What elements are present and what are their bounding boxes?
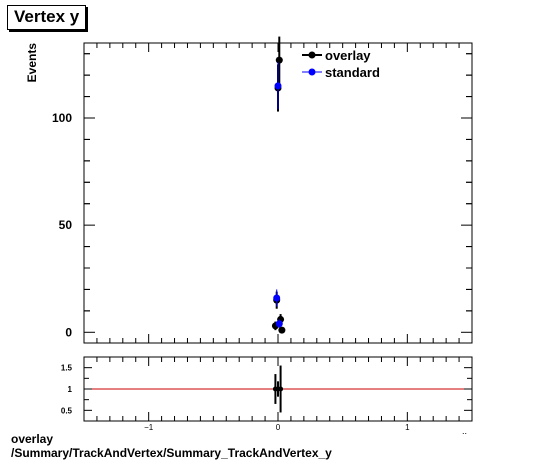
ratio-y-tick-label: 1 xyxy=(68,385,73,394)
main-x-axis xyxy=(96,43,460,343)
standard-point xyxy=(273,294,281,302)
legend-standard-marker xyxy=(308,68,316,76)
ratio-y-tick-label: 1.5 xyxy=(61,364,73,373)
ratio-data-points xyxy=(272,365,284,413)
legend-overlay-label: overlay xyxy=(325,48,371,63)
overlay-point xyxy=(275,56,283,64)
x-tick-label: 1 xyxy=(405,423,410,432)
legend-standard-label: standard xyxy=(325,65,380,80)
footer-label: overlay xyxy=(11,432,54,446)
x-tick-label: 0 xyxy=(276,423,281,432)
main-panel: 0 50 100 Events overlay standard xyxy=(25,36,473,344)
chart-title: Vertex y xyxy=(7,5,87,30)
standard-point xyxy=(274,82,282,90)
legend-overlay-marker xyxy=(308,51,316,59)
y-tick-label: 50 xyxy=(59,218,73,232)
y-axis-label: Events xyxy=(25,43,39,83)
ratio-y-tick-label: 0.5 xyxy=(61,406,73,415)
x-tick-label: −1 xyxy=(144,423,154,432)
y-tick-label: 0 xyxy=(65,325,72,339)
footer-path: /Summary/TrackAndVertex/Summary_TrackAnd… xyxy=(11,446,332,460)
standard-point xyxy=(275,320,283,328)
ratio-y-axis: 0.5 1 1.5 xyxy=(61,364,472,415)
ratio-x-axis: −1 0 1 xyxy=(96,357,460,432)
main-data-points xyxy=(271,36,286,334)
ratio-panel: 0.5 1 1.5 −1 0 1 .. xyxy=(61,356,473,436)
main-y-axis: 0 50 100 xyxy=(52,53,472,339)
y-tick-label: 100 xyxy=(52,111,72,125)
legend: overlay standard xyxy=(302,48,380,80)
ratio-point xyxy=(278,386,284,392)
x-axis-corner-mark: .. xyxy=(462,426,467,436)
overlay-point xyxy=(278,326,286,334)
